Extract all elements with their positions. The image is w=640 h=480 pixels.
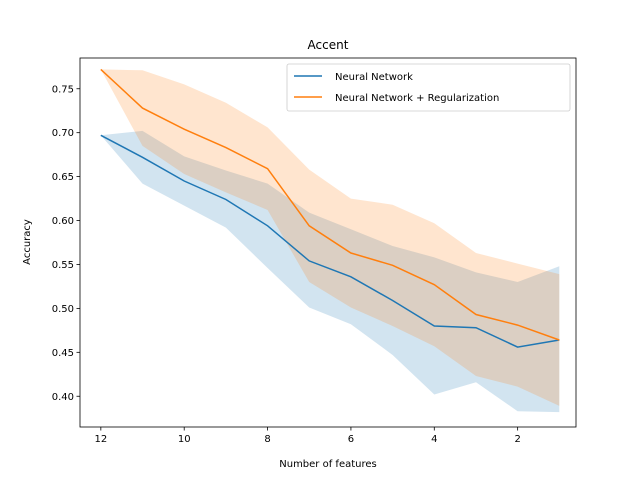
y-tick-label: 0.50 [52,304,74,315]
chart-title: Accent [308,38,349,52]
y-tick-label: 0.40 [52,392,74,403]
y-tick-label: 0.55 [52,260,74,271]
y-tick-label: 0.45 [52,348,74,359]
band-neural-network-regularization [100,69,560,406]
y-axis-ticks: 0.40 0.45 0.50 0.55 0.60 0.65 0.70 0.75 [52,84,80,403]
y-tick-label: 0.60 [52,216,74,227]
legend-label-neural-network-regularization: Neural Network + Regularization [335,93,499,104]
y-axis-label: Accuracy [22,219,33,265]
plot-frame [79,57,577,428]
line-neural-network-regularization [100,68,560,341]
legend-frame [286,63,571,112]
x-tick-label: 6 [348,434,354,445]
x-tick-label: 8 [264,434,270,445]
y-tick-label: 0.70 [52,128,74,139]
y-tick-label: 0.65 [52,172,74,183]
x-tick-label: 10 [178,434,191,445]
series-lines [100,68,560,348]
legend: Neural Network Neural Network + Regulari… [286,63,571,112]
x-axis-label: Number of features [279,459,376,470]
band-neural-network [100,130,560,413]
x-tick-label: 12 [94,434,107,445]
legend-label-neural-network: Neural Network [335,72,413,83]
x-axis-ticks: 12 10 8 6 4 2 [94,427,521,445]
confidence-bands [100,69,560,413]
x-tick-label: 4 [431,434,437,445]
x-tick-label: 2 [514,434,520,445]
line-neural-network [100,134,560,348]
y-tick-label: 0.75 [52,84,74,95]
